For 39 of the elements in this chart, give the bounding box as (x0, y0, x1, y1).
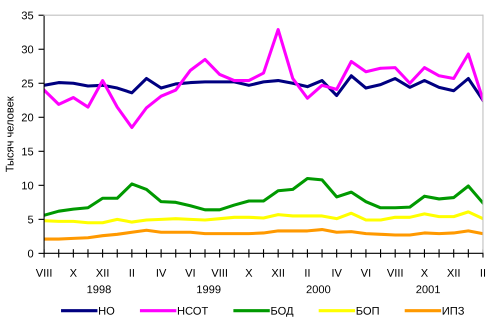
x-tick-label: VI (360, 269, 370, 277)
y-tick-label: 15 (22, 148, 34, 156)
y-tick-label: 10 (22, 182, 34, 190)
y-tick-label: 30 (22, 46, 34, 54)
x-tick-label: IV (156, 269, 166, 277)
x-tick-label: II (305, 269, 310, 277)
legend-label: НО (99, 306, 114, 315)
text: 1999 (197, 285, 220, 294)
x-tick-label: VI (185, 269, 195, 277)
x-tick-label: XII (447, 269, 460, 277)
x-tick-label: XII (96, 269, 108, 277)
text: 2000 (306, 285, 330, 294)
x-tick-label: XII (272, 269, 284, 277)
x-tick-label: IV (332, 269, 342, 277)
y-axis-title: Тысяч человек (6, 96, 14, 172)
x-tick-label: VIII (211, 269, 227, 277)
y-tick-label: 20 (22, 114, 34, 122)
legend-label: БОП (356, 306, 379, 315)
legend-label: ИПЗ (442, 306, 464, 315)
x-tick-label: X (245, 269, 252, 277)
line-series (44, 74, 483, 102)
text: 1998 (87, 285, 111, 294)
x-tick-label: II (480, 269, 486, 277)
x-tick-label: X (420, 269, 428, 277)
line-series (44, 176, 483, 217)
y-tick-label: 5 (28, 216, 34, 224)
line-series (44, 210, 483, 224)
legend-label: БОД (271, 306, 294, 317)
y-tick-label: 0 (28, 250, 34, 258)
line-series (44, 228, 483, 241)
x-tick-label: II (130, 269, 134, 277)
x-tick-label: VIII (36, 269, 52, 277)
x-tick-label: VIII (386, 269, 402, 277)
x-tick-label: X (70, 269, 77, 277)
legend-label: НСОТ (178, 306, 208, 315)
line-series (44, 28, 483, 130)
text: 2001 (416, 285, 440, 294)
y-tick-label: 25 (22, 80, 34, 88)
y-tick-label: 35 (22, 11, 34, 20)
